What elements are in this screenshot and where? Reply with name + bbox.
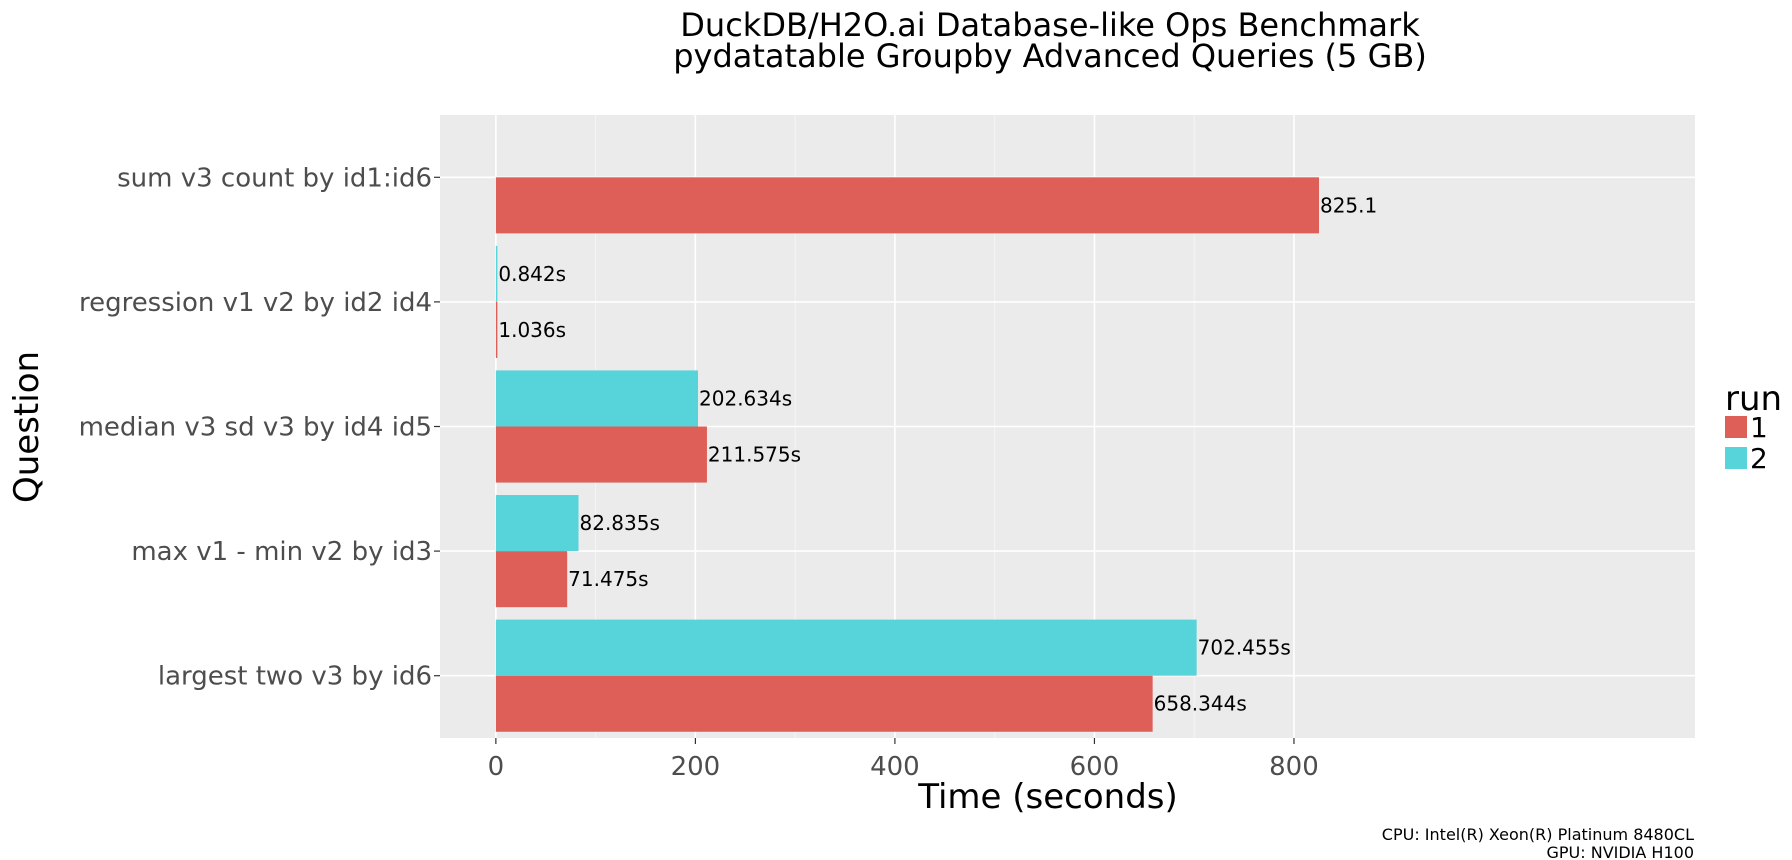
x-tick-label: 0 (488, 752, 505, 782)
bar-run-2 (495, 495, 579, 552)
bar-run-1 (495, 177, 1319, 234)
y-tick-label: regression v1 v2 by id2 id4 (79, 288, 432, 318)
bars (495, 177, 1319, 732)
x-axis-ticks: 0 200 400 600 800 (488, 738, 1319, 782)
y-tick-label: largest two v3 by id6 (158, 662, 432, 692)
bar-run-1 (495, 551, 568, 608)
legend-label-run-1: 1 (1750, 411, 1768, 444)
bar-run-1 (495, 426, 707, 483)
data-label-run-1: 211.575s (708, 443, 801, 467)
chart-title: DuckDB/H2O.ai Database-like Ops Benchmar… (680, 6, 1420, 44)
data-label-run-2: 702.455s (1198, 636, 1291, 660)
data-label-run-2: 202.634s (699, 386, 792, 410)
legend: run 1 2 (1725, 379, 1782, 475)
bar-run-2 (495, 619, 1197, 676)
x-tick-label: 400 (870, 752, 920, 782)
data-label-run-1: 71.475s (568, 567, 648, 591)
legend-swatch-run-2 (1725, 447, 1747, 469)
x-tick-label: 600 (1070, 752, 1120, 782)
caption-gpu: GPU: NVIDIA H100 (1546, 843, 1694, 860)
y-tick-label: sum v3 count by id1:id6 (117, 163, 432, 193)
data-label-run-1: 658.344s (1154, 692, 1247, 716)
data-label-run-2: 82.835s (580, 511, 660, 535)
chart-subtitle: pydatatable Groupby Advanced Queries (5 … (673, 37, 1427, 75)
x-axis-title: Time (seconds) (917, 777, 1178, 817)
x-tick-label: 800 (1269, 752, 1319, 782)
bar-run-2 (495, 370, 699, 427)
data-labels: 825.1 1.036s 211.575s 71.475s 658.344s 0.842s… (498, 193, 1377, 715)
bar-run-1 (495, 675, 1153, 732)
x-tick-label: 200 (671, 752, 721, 782)
y-axis-ticks: sum v3 count by id1:id6 regression v1 v2 … (79, 163, 440, 692)
y-axis-title: Question (7, 351, 47, 503)
legend-label-run-2: 2 (1750, 442, 1768, 475)
y-tick-label: max v1 - min v2 by id3 (131, 537, 432, 567)
data-label-run-1: 1.036s (498, 318, 566, 342)
caption-cpu: CPU: Intel(R) Xeon(R) Platinum 8480CL (1382, 825, 1694, 844)
data-label-run-1: 825.1 (1320, 193, 1377, 217)
data-label-run-2: 0.842s (498, 262, 566, 286)
bar-run-1 (495, 301, 498, 358)
legend-title: run (1725, 379, 1782, 419)
y-tick-label: median v3 sd v3 by id4 id5 (79, 413, 432, 443)
legend-swatch-run-1 (1725, 416, 1747, 438)
bar-run-2 (495, 245, 498, 302)
